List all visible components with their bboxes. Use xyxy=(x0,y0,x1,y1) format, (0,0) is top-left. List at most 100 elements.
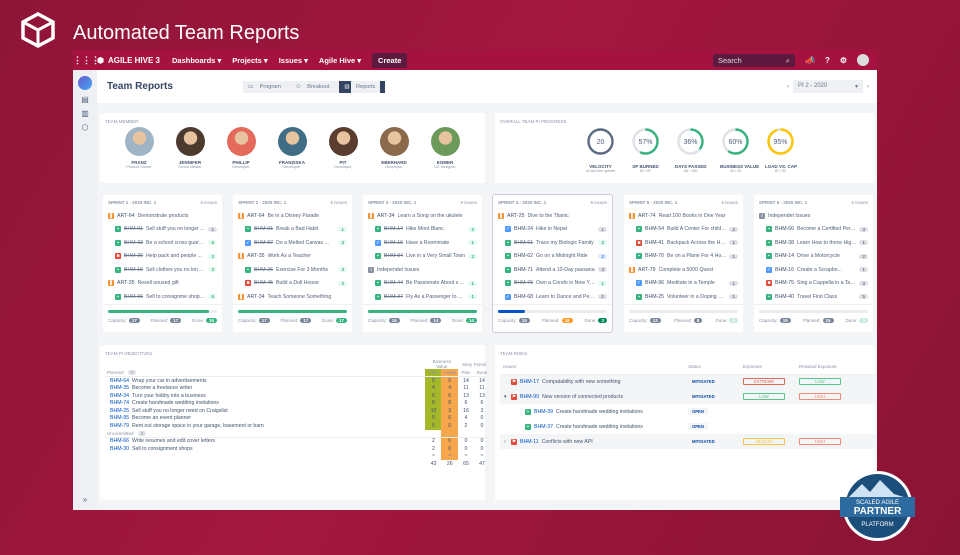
sprint-issue[interactable]: ▪ BHM-33 Be a school cross guard ... 5 xyxy=(108,236,217,250)
sprint-issue[interactable]: i Independet Issues xyxy=(368,263,477,277)
sprint-issue[interactable]: ▪ BHM-91 Sell stuff you no longer ... 1 xyxy=(108,223,217,237)
issue-key[interactable]: BHM-91 xyxy=(254,226,274,233)
sprint-issue[interactable]: ❚ ART-25 Dive to the Titanic xyxy=(498,209,607,223)
sprint-issue[interactable]: ▪ BHM-26 Exercise For 3 Months 3 xyxy=(238,263,347,277)
sprint-issue[interactable]: ▪ BHM-38 Learn How to throw High ... 1 xyxy=(759,236,868,250)
prev-pi-button[interactable]: ‹ xyxy=(787,83,789,90)
issue-key[interactable]: BHM-14 xyxy=(384,226,404,233)
issue-key[interactable]: BHM-36 xyxy=(124,253,144,260)
issue-key[interactable]: BHM-24 xyxy=(514,226,534,233)
sprint-issue[interactable]: ▪ BHM-91 Break a Bad Habit 1 xyxy=(238,223,347,237)
issue-key[interactable]: BHM-76 xyxy=(514,280,534,287)
issue-key[interactable]: BHM-70 xyxy=(645,253,665,260)
team-member[interactable]: FRANZ Product Owner xyxy=(120,127,158,169)
sprint-issue[interactable]: ❚ ART-35 Resell unused gift xyxy=(108,277,217,291)
issue-key[interactable]: BHM-96 xyxy=(645,280,665,287)
issue-key[interactable]: BHM-62 xyxy=(514,253,534,260)
sprint-issue[interactable]: ▪ BHM-44 Be Passionate About s ... 1 xyxy=(368,277,477,291)
issue-key[interactable]: BHM-45 xyxy=(254,280,274,287)
brand-link[interactable]: ⬢ AGILE HIVE 3 xyxy=(97,56,160,65)
issue-key[interactable]: BHM-38 xyxy=(775,239,795,246)
sprint-issue[interactable]: ■ BHM-75 Sing a Cappella in a Tal ... 3 xyxy=(759,277,868,291)
sprint-issue[interactable]: ✓ BHM-87 Do a Melted Canvas ... 3 xyxy=(238,236,347,250)
issue-key[interactable]: BHM-44 xyxy=(384,280,404,287)
user-avatar[interactable] xyxy=(857,54,869,66)
issue-key[interactable]: BHM-25 xyxy=(645,293,665,300)
sprint-issue[interactable]: ▪ BHM-71 Attend a 10-Day passana 3 xyxy=(498,263,607,277)
board-icon[interactable]: ▥ xyxy=(81,109,89,118)
sprint-issue[interactable]: ▪ BHM-84 Live in a Very Small Town 2 xyxy=(368,250,477,264)
backlog-icon[interactable]: ▤ xyxy=(81,95,89,104)
sprint-issue[interactable]: ▪ BHM-70 Be on a Plane For 4 Hou ... 1 xyxy=(629,250,738,264)
issue-key[interactable]: BHM-15 xyxy=(124,266,144,273)
sprint-issue[interactable]: ❚ ART-79 Complete a 5000 Quest xyxy=(629,263,738,277)
objective-row[interactable]: BHM-35 Become a freelance writer 4 4 11 11 xyxy=(110,384,485,392)
issue-key[interactable]: BHM-54 xyxy=(645,226,665,233)
team-member[interactable]: JENNIFER Scrum Master xyxy=(171,127,209,169)
sprint-issue[interactable]: ▪ BHM-40 Travel First Class 5 xyxy=(759,290,868,304)
expand-toggle-icon[interactable]: ▾ xyxy=(504,393,507,400)
menu-dashboards[interactable]: Dashboards ▾ xyxy=(172,55,222,65)
risk-row[interactable]: › ⚑ BHM-11 Conflicts with new API MITIGATED M… xyxy=(500,434,877,449)
sprint-issue[interactable]: ■ BHM-45 Build a Doll House 2 xyxy=(238,277,347,291)
issue-key[interactable]: BHM-37 xyxy=(384,293,404,300)
issue-key[interactable]: ART-64 xyxy=(117,212,135,219)
sprint-issue[interactable]: i Independet Issues xyxy=(759,209,868,223)
team-member[interactable]: FRANZISKA Developer xyxy=(273,127,311,169)
sprint-issue[interactable]: ▪ BHM-15 Sell clothes you no long ... 3 xyxy=(108,263,217,277)
sprint-issue[interactable]: ❚ ART-34 Learn a Song on the ukulele xyxy=(368,209,477,223)
issue-key[interactable]: BHM-68 xyxy=(514,293,534,300)
issue-key[interactable]: BHM-40 xyxy=(775,293,795,300)
sprint-issue[interactable]: ✓ BHM-16 Have a Roommate 1 xyxy=(368,236,477,250)
objective-row[interactable]: BHM-30 Sell to consignment shops 2 0 0 0 xyxy=(110,444,484,453)
sprint-issue[interactable]: ▪ BHM-14 Drive a Motorcycle 2 xyxy=(759,250,868,264)
sprint-issue[interactable]: ■ BHM-36 Help pack and people ... 2 xyxy=(108,250,217,264)
issue-key[interactable]: BHM-75 xyxy=(775,280,795,287)
sprint-issue[interactable]: ❚ ART-64 Be in a Disney Parade xyxy=(238,209,347,223)
sprint-issue[interactable]: ▪ BHM-96 Sell to consignme shops ... 5 xyxy=(108,290,217,304)
team-member[interactable]: EOMER UX Designer xyxy=(426,127,464,169)
tab-reports[interactable]: ▥ Reports xyxy=(339,80,386,93)
sprint-issue[interactable]: ✓ BHM-24 Hike in Nepal 1 xyxy=(498,223,607,237)
tab-program[interactable]: ▭ Program xyxy=(243,80,291,93)
issue-key[interactable]: BHM-26 xyxy=(254,266,274,273)
objective-row[interactable]: BHM-66 Write resumes and edit cover lette… xyxy=(110,437,484,445)
issue-key[interactable]: BHM-41 xyxy=(645,239,665,246)
objective-row[interactable]: BHM-79 Rent out storage space in your gar… xyxy=(110,422,484,430)
sprint-issue[interactable]: ❚ ART-35 Work As a Teacher xyxy=(238,250,347,264)
risk-row[interactable]: + BHM-39 Create handmade wedding invitatio… xyxy=(500,404,877,419)
issue-key[interactable]: BHM-87 xyxy=(254,239,274,246)
team-member[interactable]: EBERHARD Developer xyxy=(375,127,413,169)
issue-key[interactable]: BHM-71 xyxy=(514,266,534,273)
search-input[interactable]: Search ⌕ xyxy=(712,53,795,67)
team-member[interactable]: PIT Developer xyxy=(324,127,362,169)
sprint-issue[interactable]: ▪ BHM-62 Go on a Midnight Ride 2 xyxy=(498,250,607,264)
sprint-issue[interactable]: ❚ ART-74 Read 100 Books in One Year xyxy=(629,209,738,223)
menu-issues[interactable]: Issues ▾ xyxy=(278,55,308,65)
sprint-issue[interactable]: ▪ BHM-66 Become a Certified Pers ... 3 xyxy=(759,223,868,237)
expand-sidebar-icon[interactable]: » xyxy=(82,495,88,504)
issue-key[interactable]: BHM-33 xyxy=(124,239,144,246)
create-button[interactable]: Create xyxy=(372,52,408,68)
sprint-issue[interactable]: ✓ BHM-16 Create a Scrapbo... 1 xyxy=(759,263,868,277)
objective-row[interactable]: BHM-95 Become an event planner 5 0 4 0 xyxy=(110,414,484,423)
issue-key[interactable]: ART-35 xyxy=(117,280,135,287)
menu-projects[interactable]: Projects ▾ xyxy=(232,55,268,65)
issue-key[interactable]: BHM-66 xyxy=(775,226,795,233)
issue-key[interactable]: BHM-16 xyxy=(775,266,795,273)
team-member[interactable]: PHILLIP Developer xyxy=(222,127,260,169)
objective-row[interactable]: BHM-64 Wrap your car in advertisements 5 5 1… xyxy=(110,376,485,385)
issue-key[interactable]: ART-74 xyxy=(638,212,656,219)
sprint-issue[interactable]: ▪ BHM-14 Hike Mont Blanc 2 xyxy=(368,223,477,237)
sprint-issue[interactable]: ▪ BHM-54 Build A Center For child ... 2 xyxy=(629,223,738,237)
app-switcher-icon[interactable]: ⋮⋮⋮ xyxy=(73,54,100,65)
issue-key[interactable]: ART-79 xyxy=(638,266,656,273)
notifications-icon[interactable]: 📣 xyxy=(804,55,815,65)
issue-key[interactable]: ART-35 xyxy=(247,253,265,260)
risk-row[interactable]: ▾ ⚑ BHM-99 New version of connected product… xyxy=(500,389,877,404)
hive-icon[interactable]: ⬡ xyxy=(81,123,89,132)
issue-key[interactable]: ART-64 xyxy=(247,212,265,219)
objective-row[interactable]: BHM-74 Create handmade wedding invitation… xyxy=(110,399,484,407)
objective-row[interactable]: BHM-34 Turn your hobby into a business 6 6 1… xyxy=(110,391,485,400)
objective-row[interactable]: BHM-25 Sell stuff you no longer need on C… xyxy=(110,406,484,415)
